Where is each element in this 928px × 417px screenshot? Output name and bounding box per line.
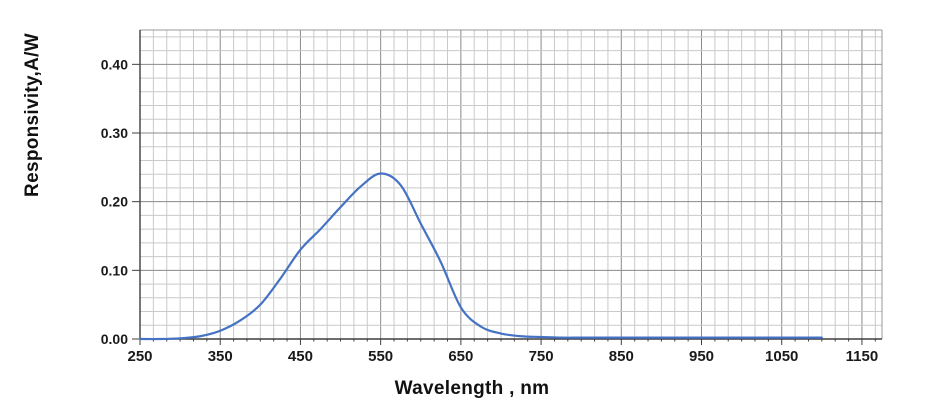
y-tick-label: 0.20 xyxy=(101,194,128,210)
x-tick-label: 450 xyxy=(288,348,313,365)
x-tick-label: 1050 xyxy=(765,348,798,365)
x-tick-label: 950 xyxy=(689,348,714,365)
y-tick-label: 0.00 xyxy=(101,331,128,347)
x-tick-label: 250 xyxy=(127,348,152,365)
x-axis-title: Wavelength , nm xyxy=(394,378,550,399)
responsivity-curve xyxy=(138,172,823,341)
x-tick-label: 850 xyxy=(609,348,634,365)
x-tick-label: 550 xyxy=(368,348,393,365)
x-tick-label: 650 xyxy=(448,348,473,365)
x-tick-label: 1150 xyxy=(846,348,879,365)
y-tick-label: 0.40 xyxy=(101,56,128,72)
x-tick-label: 350 xyxy=(208,348,233,365)
y-tick-label: 0.10 xyxy=(101,262,128,278)
y-tick-label: 0.30 xyxy=(101,125,128,141)
x-tick-label: 750 xyxy=(529,348,554,365)
